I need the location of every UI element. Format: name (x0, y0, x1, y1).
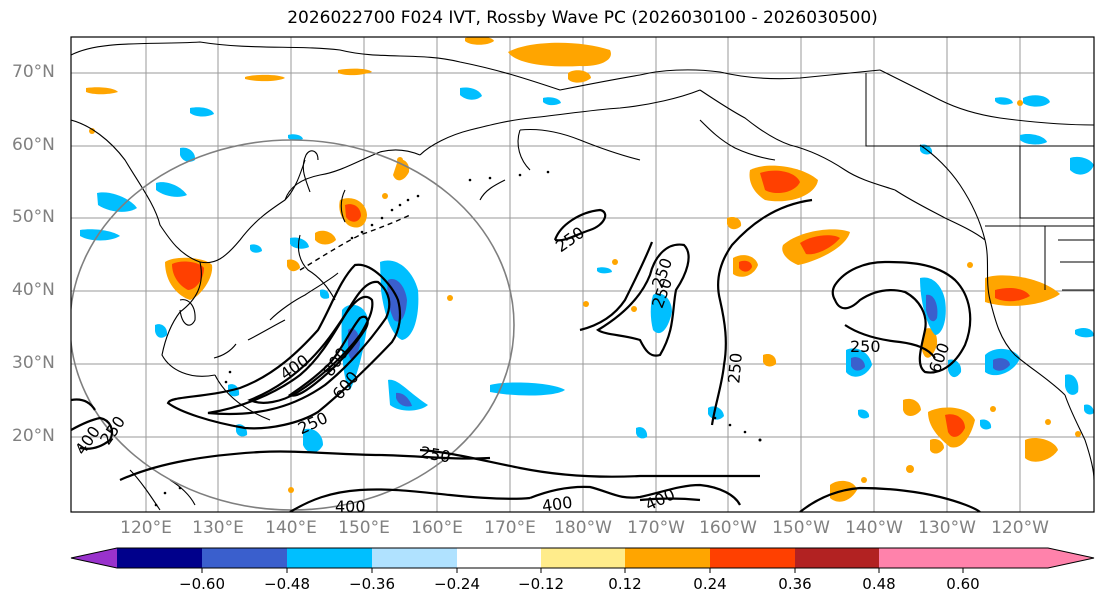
lat-label: 30°N (12, 353, 55, 373)
contour-label: 400 (335, 497, 366, 516)
map-title: 2026022700 F024 IVT, Rossby Wave PC (202… (287, 8, 878, 28)
colorbar-tick-label: 0.60 (946, 575, 980, 593)
map-frame (70, 36, 1095, 513)
lon-label: 140°W (845, 518, 903, 538)
lon-label: 170°W (627, 518, 685, 538)
lon-label: 120°E (120, 518, 172, 538)
colorbar-tick-label: 0.12 (608, 575, 642, 593)
colorbar-bin (795, 548, 879, 568)
colorbar-bin (287, 548, 372, 568)
coastlines (71, 41, 1094, 511)
colorbar-bin (457, 548, 541, 568)
colorbar-bin (372, 548, 457, 568)
colorbar-tick-label: −0.36 (349, 575, 395, 593)
lon-label: 150°E (338, 518, 390, 538)
colorbar-tick-label: 0.48 (862, 575, 896, 593)
contour-label: 250 (850, 337, 881, 356)
country-borders (865, 73, 1094, 291)
ivt-contours-dashed (299, 214, 411, 271)
colorbar-bin (710, 548, 795, 568)
islands (154, 170, 762, 507)
colorbar-tick-label: 0.36 (778, 575, 812, 593)
lon-label: 160°W (699, 518, 757, 538)
lat-label: 40°N (12, 280, 55, 300)
colorbar-tick-label: −0.24 (434, 575, 480, 593)
lon-label: 130°E (192, 518, 244, 538)
colorbar-tick-label: −0.60 (179, 575, 225, 593)
lon-label: 160°E (411, 518, 463, 538)
colorbar-extend-low (71, 548, 117, 568)
ivt-contours (71, 198, 981, 512)
colorbar-bin (879, 548, 963, 568)
colorbar-bin (625, 548, 710, 568)
lon-label: 130°W (918, 518, 976, 538)
colorbar (70, 547, 1095, 573)
colorbar-tick-label: 0.24 (693, 575, 727, 593)
colorbar-bin (541, 548, 625, 568)
lon-label: 180°W (554, 518, 612, 538)
ivt-anomaly-shading (80, 37, 1094, 502)
contour-label: 250 (724, 352, 746, 384)
lon-label: 120°W (991, 518, 1049, 538)
colorbar-tick-label: −0.48 (264, 575, 310, 593)
lon-label: 170°E (484, 518, 536, 538)
lon-label: 140°E (265, 518, 317, 538)
colorbar-extend-high (963, 548, 1094, 568)
colorbar-tick-label: −0.12 (518, 575, 564, 593)
lat-label: 70°N (12, 62, 55, 82)
lat-label: 50°N (12, 207, 55, 227)
contour-label: 400 (541, 493, 574, 516)
lat-label: 60°N (12, 135, 55, 155)
colorbar-bin (202, 548, 287, 568)
colorbar-bin (117, 548, 202, 568)
lon-label: 150°W (772, 518, 830, 538)
lat-label: 20°N (12, 426, 55, 446)
